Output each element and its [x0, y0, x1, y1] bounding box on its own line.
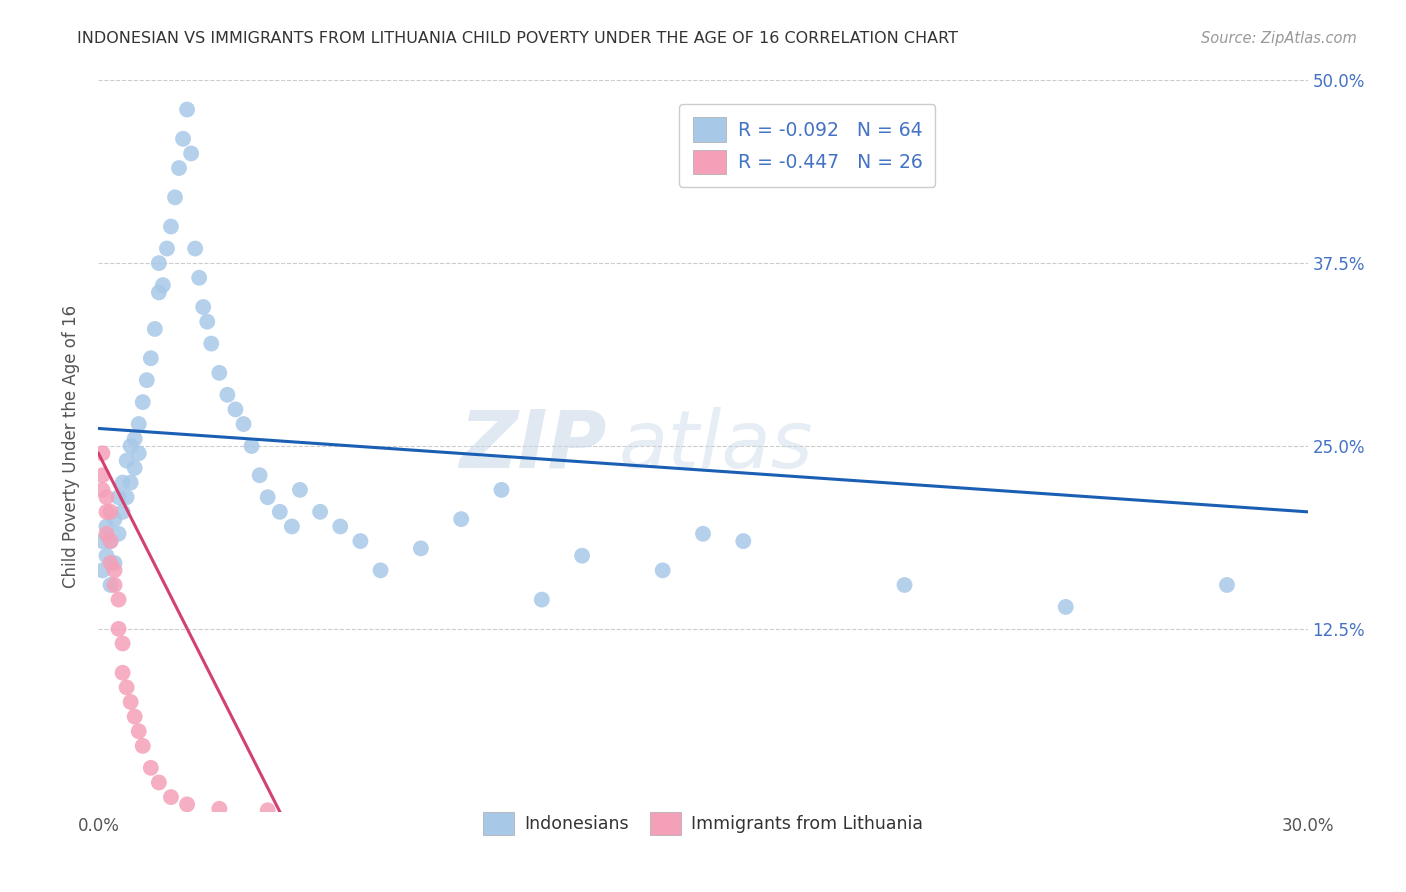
Point — [281, 519, 304, 533]
Point — [120, 695, 142, 709]
Point — [409, 541, 432, 556]
Point — [184, 242, 207, 256]
Point — [733, 534, 755, 549]
Point — [91, 468, 114, 483]
Point — [100, 556, 122, 570]
Point — [309, 505, 332, 519]
Point — [176, 797, 198, 812]
Point — [288, 483, 311, 497]
Point — [200, 336, 222, 351]
Point — [180, 146, 202, 161]
Point — [240, 439, 263, 453]
Point — [91, 563, 114, 577]
Point — [124, 709, 146, 723]
Point — [132, 739, 155, 753]
Point — [530, 592, 553, 607]
Point — [167, 161, 190, 175]
Point — [107, 490, 129, 504]
Point — [103, 578, 125, 592]
Point — [107, 526, 129, 541]
Point — [148, 285, 170, 300]
Point — [128, 446, 150, 460]
Point — [132, 395, 155, 409]
Point — [224, 402, 246, 417]
Text: Source: ZipAtlas.com: Source: ZipAtlas.com — [1201, 31, 1357, 46]
Point — [256, 490, 278, 504]
Point — [100, 534, 122, 549]
Point — [232, 417, 254, 431]
Point — [111, 505, 134, 519]
Point — [160, 219, 183, 234]
Point — [111, 665, 134, 680]
Point — [176, 103, 198, 117]
Point — [349, 534, 371, 549]
Point — [100, 578, 122, 592]
Point — [96, 526, 118, 541]
Point — [103, 563, 125, 577]
Point — [96, 519, 118, 533]
Point — [329, 519, 352, 533]
Point — [269, 505, 291, 519]
Point — [1054, 599, 1077, 614]
Point — [124, 461, 146, 475]
Point — [128, 724, 150, 739]
Point — [491, 483, 513, 497]
Point — [893, 578, 915, 592]
Point — [156, 242, 179, 256]
Point — [188, 270, 211, 285]
Point — [103, 556, 125, 570]
Point — [450, 512, 472, 526]
Point — [100, 505, 122, 519]
Point — [148, 775, 170, 789]
Point — [96, 490, 118, 504]
Point — [163, 190, 186, 204]
Point — [651, 563, 673, 577]
Point — [135, 373, 157, 387]
Point — [1216, 578, 1239, 592]
Point — [100, 534, 122, 549]
Y-axis label: Child Poverty Under the Age of 16: Child Poverty Under the Age of 16 — [62, 304, 80, 588]
Point — [124, 432, 146, 446]
Point — [208, 802, 231, 816]
Point — [370, 563, 392, 577]
Point — [115, 490, 138, 504]
Point — [91, 483, 114, 497]
Point — [128, 417, 150, 431]
Text: INDONESIAN VS IMMIGRANTS FROM LITHUANIA CHILD POVERTY UNDER THE AGE OF 16 CORREL: INDONESIAN VS IMMIGRANTS FROM LITHUANIA … — [77, 31, 959, 46]
Point — [172, 132, 194, 146]
Legend: Indonesians, Immigrants from Lithuania: Indonesians, Immigrants from Lithuania — [474, 804, 932, 843]
Point — [208, 366, 231, 380]
Text: ZIP: ZIP — [458, 407, 606, 485]
Point — [571, 549, 593, 563]
Point — [107, 592, 129, 607]
Point — [96, 505, 118, 519]
Point — [692, 526, 714, 541]
Point — [96, 549, 118, 563]
Text: atlas: atlas — [619, 407, 813, 485]
Point — [139, 761, 162, 775]
Point — [249, 468, 271, 483]
Point — [193, 300, 215, 314]
Point — [91, 534, 114, 549]
Point — [120, 439, 142, 453]
Point — [139, 351, 162, 366]
Point — [115, 453, 138, 467]
Point — [152, 278, 174, 293]
Point — [256, 803, 278, 817]
Point — [120, 475, 142, 490]
Point — [217, 388, 239, 402]
Point — [111, 636, 134, 650]
Point — [160, 790, 183, 805]
Point — [111, 475, 134, 490]
Point — [91, 446, 114, 460]
Point — [103, 512, 125, 526]
Point — [195, 315, 218, 329]
Point — [143, 322, 166, 336]
Point — [115, 681, 138, 695]
Point — [107, 622, 129, 636]
Point — [148, 256, 170, 270]
